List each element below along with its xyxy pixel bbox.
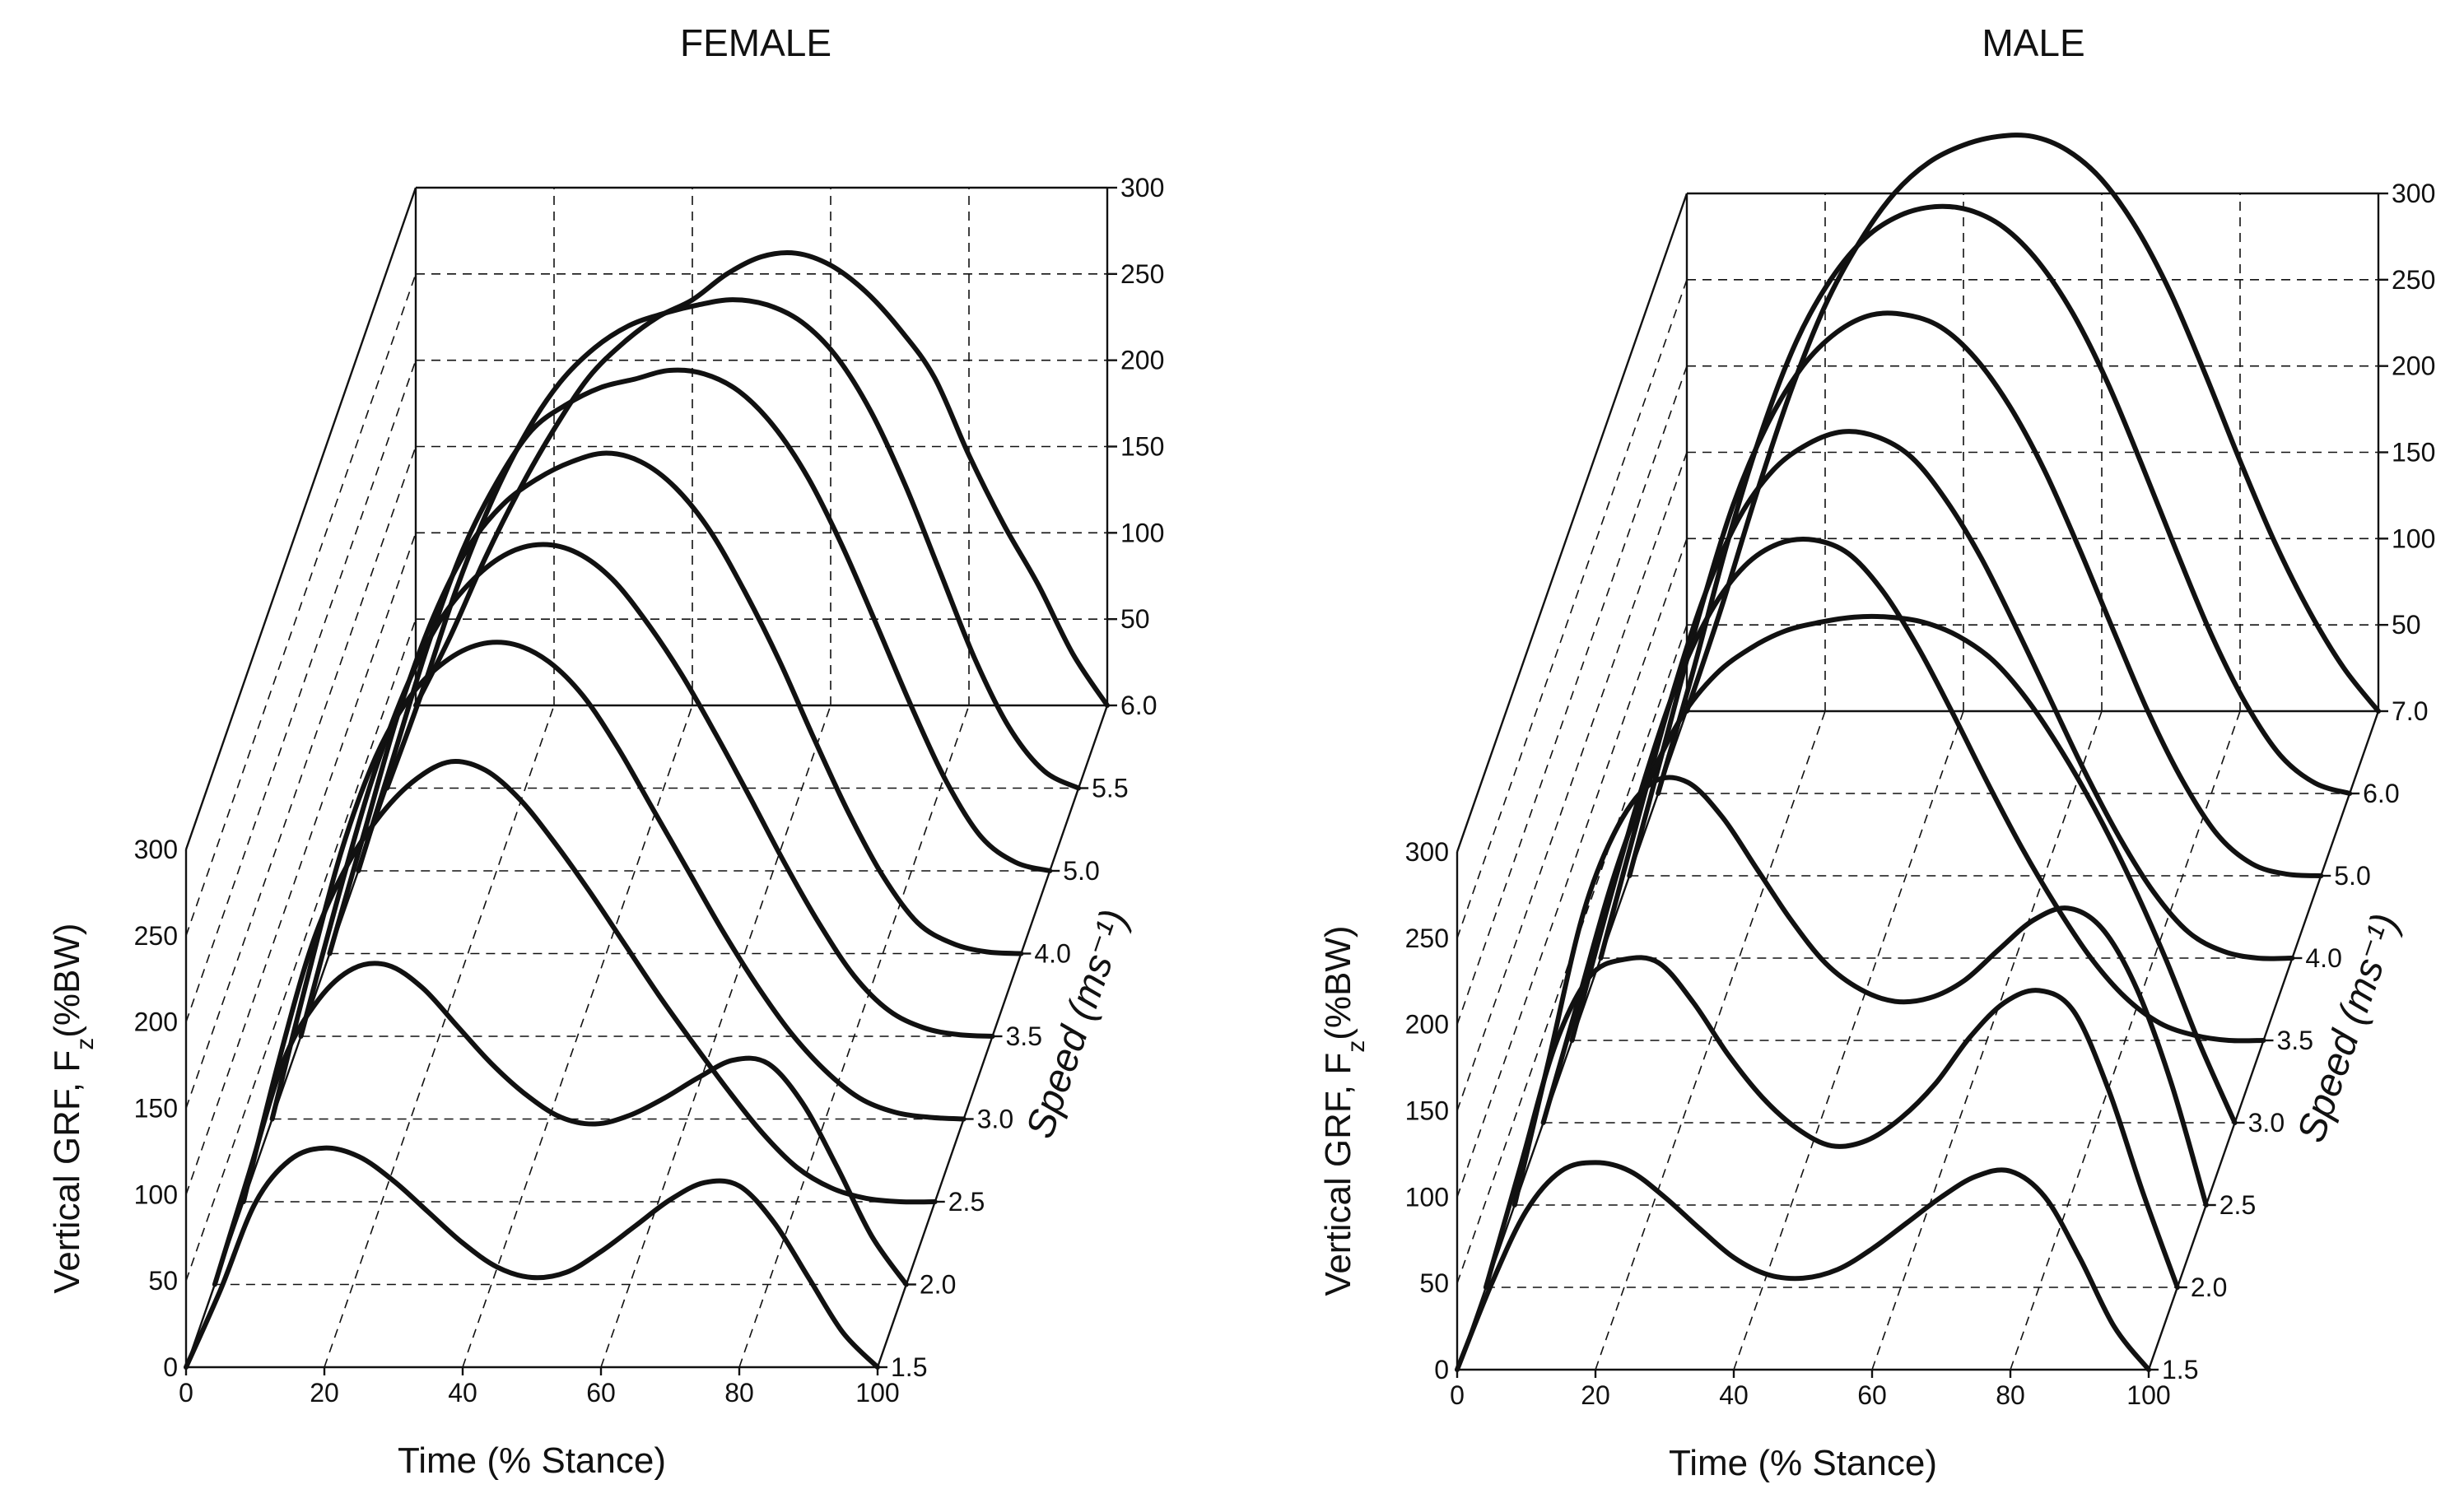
y-axis-label: Vertical GRF, Fz(%BW)	[47, 923, 99, 1293]
speed-tick-label: 7.0	[2392, 696, 2428, 726]
male-chart-title: MALE	[1982, 21, 2084, 64]
floor-gridline-time	[324, 705, 555, 1368]
female-chart-title: FEMALE	[680, 21, 831, 64]
x-tick-label: 80	[724, 1378, 754, 1408]
speed-tick-label: 3.5	[1006, 1021, 1042, 1051]
grf-curve-speed-3-0	[1540, 613, 2238, 1125]
side-gridline-force	[1456, 279, 1688, 939]
x-tick-label: 20	[310, 1378, 339, 1408]
y-tick-label: 250	[1405, 924, 1449, 953]
x-tick-label: 20	[1581, 1380, 1610, 1410]
y-tick-label: 200	[1405, 1010, 1449, 1040]
floor-gridline-time	[1733, 710, 1964, 1370]
x-tick-label: 60	[586, 1378, 616, 1408]
grf-curve-speed-2-5	[1511, 775, 2209, 1208]
speed-tick-label: 2.5	[948, 1187, 985, 1217]
male-panel: MALE 0 50 100 150 200 250 300 50 100 150 200 250 300 0…	[1318, 21, 2435, 1483]
speed-tick-label: 4.0	[1034, 939, 1070, 969]
side-gridline-force	[185, 618, 417, 1282]
back-y-tick-label: 150	[2392, 438, 2435, 468]
speed-tick-label: 6.0	[2363, 779, 2399, 808]
y-tick-label: 0	[163, 1352, 178, 1382]
grf-curve-speed-2-0	[212, 961, 909, 1287]
back-y-tick-label: 50	[2392, 610, 2421, 640]
back-y-tick-label: 200	[2392, 351, 2435, 381]
side-gridline-force	[185, 533, 417, 1195]
back-y-tick-label: 150	[1120, 432, 1164, 462]
back-y-tick-label: 50	[1120, 604, 1150, 634]
speed-tick-label: 1.5	[2162, 1355, 2198, 1384]
speed-tick-label: 5.5	[1092, 774, 1128, 803]
floor-gridline-time	[1595, 710, 1826, 1370]
side-gridline-force	[185, 273, 417, 937]
speed-tick-label: 2.5	[2219, 1190, 2256, 1220]
y-tick-label: 300	[1405, 837, 1449, 867]
back-y-tick-label: 250	[1120, 259, 1164, 289]
speed-tick-label: 1.5	[891, 1352, 927, 1382]
grf-curve-speed-1-5	[184, 1145, 880, 1370]
y-tick-label: 100	[134, 1180, 178, 1209]
grf-curve-speed-5-0	[1627, 310, 2324, 878]
x-tick-label: 100	[2126, 1380, 2170, 1410]
back-y-tick-label: 200	[1120, 346, 1164, 375]
x-tick-label: 100	[855, 1378, 899, 1408]
y-tick-label: 300	[134, 835, 178, 864]
grf-curve-speed-1-5	[1455, 1160, 2151, 1372]
grf-curve-speed-5-0	[356, 367, 1053, 873]
back-y-tick-label: 300	[1120, 173, 1164, 202]
y-tick-label: 100	[1405, 1182, 1449, 1212]
x-tick-label: 40	[1719, 1380, 1749, 1410]
side-gridline-force	[185, 360, 417, 1022]
speed-tick-label: 6.0	[1120, 691, 1157, 720]
x-axis-label: Time (% Stance)	[398, 1440, 666, 1481]
side-gridline-force	[1456, 538, 1688, 1198]
side-top-edge	[184, 187, 417, 850]
side-gridline-force	[1456, 365, 1688, 1025]
y-tick-label: 150	[1405, 1096, 1449, 1126]
y-tick-label: 50	[148, 1266, 178, 1296]
back-y-tick-label: 250	[2392, 265, 2435, 295]
grf-curve-speed-4-0	[1598, 429, 2295, 961]
side-top-edge	[1456, 193, 1688, 853]
y-axis-label: Vertical GRF, Fz(%BW)	[1318, 925, 1370, 1296]
y-tick-label: 50	[1419, 1268, 1449, 1298]
female-panel: FEMALE0501001502002503005010015020025030…	[47, 21, 1164, 1481]
y-tick-label: 0	[1434, 1355, 1449, 1384]
grf-curve-speed-6-0	[1656, 203, 2353, 796]
y-tick-label: 200	[134, 1007, 178, 1037]
grf-curve-speed-2-0	[1483, 955, 2180, 1290]
grf-curve-speed-5-5	[384, 297, 1082, 791]
speed-tick-label: 5.0	[2334, 861, 2370, 891]
speed-tick-label: 4.0	[2305, 943, 2341, 973]
grf-curve-speed-3-5	[1569, 537, 2266, 1044]
grf-curve-speed-7-0	[1684, 133, 2381, 714]
grf-curve-speed-6-0	[413, 250, 1110, 708]
grf-curve-speed-2-5	[240, 758, 938, 1205]
side-gridline-force	[185, 446, 417, 1109]
back-y-tick-label: 100	[2392, 523, 2435, 553]
x-tick-label: 60	[1857, 1380, 1887, 1410]
speed-tick-label: 3.5	[2277, 1026, 2313, 1055]
speed-tick-label: 2.0	[2191, 1273, 2227, 1302]
back-y-tick-label: 300	[2392, 179, 2435, 208]
x-tick-label: 80	[1996, 1380, 2025, 1410]
speed-tick-label: 2.0	[920, 1270, 956, 1300]
grf-curve-speed-3-0	[269, 640, 967, 1122]
back-y-tick-label: 100	[1120, 518, 1164, 547]
x-tick-label: 0	[1450, 1380, 1465, 1410]
x-axis-label: Time (% Stance)	[1669, 1443, 1937, 1483]
x-tick-label: 40	[448, 1378, 477, 1408]
y-tick-label: 150	[134, 1094, 178, 1124]
grf-curve-speed-4-0	[327, 450, 1024, 956]
speed-tick-label: 3.0	[977, 1105, 1013, 1134]
speed-tick-label: 3.0	[2248, 1108, 2285, 1138]
side-gridline-force	[1456, 452, 1688, 1111]
x-tick-label: 0	[179, 1378, 193, 1408]
y-tick-label: 250	[134, 921, 178, 951]
speed-tick-label: 5.0	[1063, 856, 1099, 886]
